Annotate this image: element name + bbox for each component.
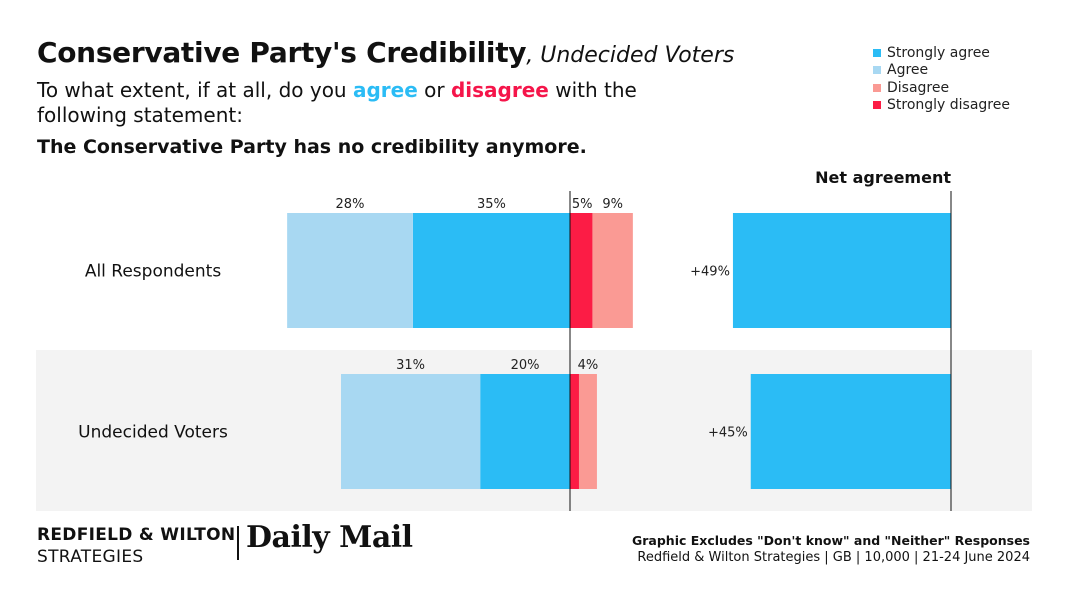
bar-strongly-disagree (570, 213, 593, 328)
brand-name: REDFIELD & WILTON (37, 525, 236, 545)
data-label-agree: 31% (396, 358, 425, 373)
brand-logo: REDFIELD & WILTON STRATEGIES (37, 524, 235, 568)
question-suffix: with the following statement: (37, 78, 637, 127)
legend-swatch (873, 66, 881, 75)
chart-title: Conservative Party's Credibility, Undeci… (37, 36, 734, 69)
brand-divider (237, 526, 239, 560)
legend-label: Strongly agree (887, 44, 990, 61)
bar-strongly-agree (412, 213, 570, 328)
net-agreement-bar (750, 374, 951, 489)
legend: Strongly agree Agree Disagree Strongly d… (873, 44, 1010, 114)
legend-swatch (873, 83, 881, 92)
bar-strongly-agree (480, 374, 570, 489)
data-label-strongly-agree: 20% (511, 358, 540, 373)
legend-item-agree: Agree (873, 62, 1010, 80)
title-subtitle: , Undecided Voters (526, 43, 735, 68)
question-text: To what extent, if at all, do you agree … (37, 78, 697, 128)
legend-item-strongly-agree: Strongly agree (873, 44, 1010, 62)
data-label-disagree: 9% (602, 197, 623, 212)
title-main: Conservative Party's Credibility (37, 36, 527, 69)
bar-strongly-disagree (570, 374, 579, 489)
data-label-strongly-agree: 35% (477, 197, 506, 212)
net-agreement-label: +45% (708, 426, 748, 441)
legend-label: Strongly disagree (887, 97, 1010, 114)
legend-label: Agree (887, 62, 929, 79)
footer-exclusion-note: Graphic Excludes "Don't know" and "Neith… (632, 533, 1030, 548)
question-prefix: To what extent, if at all, do you (37, 78, 353, 102)
net-agreement-label: +49% (690, 265, 730, 280)
legend-item-disagree: Disagree (873, 79, 1010, 97)
data-label-strongly-disagree: 5% (572, 197, 593, 212)
legend-swatch (873, 48, 881, 57)
net-agreement-bar (732, 213, 951, 328)
category-label: Undecided Voters (78, 423, 228, 443)
partner-name: Daily Mail (246, 520, 413, 555)
footer-source: Redfield & Wilton Strategies | GB | 10,0… (637, 550, 1030, 565)
data-label-agree: 28% (336, 197, 365, 212)
question-agree-word: agree (352, 78, 418, 102)
question-disagree-word: disagree (450, 78, 549, 102)
question-middle: or (417, 78, 451, 102)
bar-disagree (592, 213, 633, 328)
footer-note: Graphic Excludes "Don't know" and "Neith… (632, 532, 1030, 566)
data-label-disagree: 4% (578, 358, 599, 373)
partner-logo: Daily Mail (246, 520, 413, 555)
bar-disagree (578, 374, 597, 489)
bar-agree (287, 213, 413, 328)
legend-label: Disagree (887, 79, 950, 96)
legend-item-strongly-disagree: Strongly disagree (873, 97, 1010, 115)
legend-swatch (873, 101, 881, 110)
bar-agree (341, 374, 481, 489)
brand-subname: STRATEGIES (37, 547, 144, 567)
net-agreement-header: Net agreement (815, 168, 951, 187)
category-label: All Respondents (85, 262, 222, 282)
statement: The Conservative Party has no credibilit… (37, 136, 587, 158)
